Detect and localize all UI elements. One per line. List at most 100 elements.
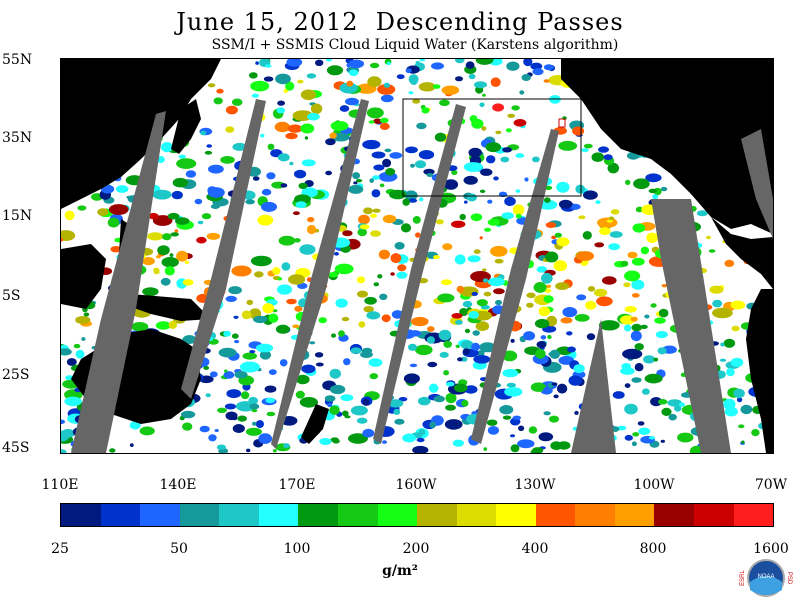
cloud-blob xyxy=(500,156,510,163)
cloud-blob xyxy=(61,430,70,442)
cloud-blob xyxy=(598,320,620,331)
cloud-blob xyxy=(217,407,227,413)
cloud-blob xyxy=(418,82,436,92)
cloud-blob xyxy=(255,343,274,353)
cloud-blob xyxy=(736,397,743,403)
cloud-blob xyxy=(583,190,598,200)
cloud-blob xyxy=(519,90,525,95)
cloud-blob xyxy=(538,306,551,317)
cloud-blob xyxy=(348,184,364,194)
cloud-blob xyxy=(677,432,694,443)
cloud-blob xyxy=(455,76,463,82)
cloud-blob xyxy=(560,317,573,324)
cloud-blob xyxy=(706,235,711,240)
cloud-blob xyxy=(457,357,463,362)
cloud-blob xyxy=(511,105,520,111)
cloud-blob xyxy=(624,383,631,388)
cloud-blob xyxy=(264,64,272,68)
cloud-blob xyxy=(487,218,500,226)
cloud-blob xyxy=(277,277,283,281)
cloud-blob xyxy=(510,338,515,343)
cloud-blob xyxy=(423,168,435,175)
cloud-blob xyxy=(650,397,663,407)
cloud-blob xyxy=(294,305,303,312)
colorbar-segment xyxy=(614,504,655,526)
cloud-blob xyxy=(621,363,632,370)
cloud-blob xyxy=(292,324,300,329)
cloud-blob xyxy=(536,266,548,273)
cloud-blob xyxy=(300,123,315,134)
cloud-blob xyxy=(475,321,490,332)
cloud-blob xyxy=(607,162,620,174)
cloud-blob xyxy=(585,300,597,310)
cloud-blob xyxy=(479,189,486,193)
cloud-blob xyxy=(358,214,370,225)
cloud-blob xyxy=(327,402,333,408)
cloud-blob xyxy=(473,355,491,364)
cloud-blob xyxy=(170,232,179,237)
cloud-blob xyxy=(400,223,412,233)
cloud-blob xyxy=(443,179,459,190)
cloud-blob xyxy=(558,199,573,209)
cloud-blob xyxy=(167,212,180,220)
cloud-blob xyxy=(660,186,668,192)
cloud-blob xyxy=(350,405,368,416)
cloud-blob xyxy=(228,286,242,295)
cloud-blob xyxy=(462,300,473,308)
cloud-blob xyxy=(543,386,551,395)
cloud-blob xyxy=(502,368,519,378)
cloud-blob xyxy=(257,214,274,226)
cloud-blob xyxy=(296,374,310,385)
cloud-blob xyxy=(506,61,520,71)
cloud-blob xyxy=(295,390,305,399)
map-title: June 15, 2012 Descending Passes xyxy=(176,8,624,36)
cloud-blob xyxy=(558,140,578,151)
cloud-blob xyxy=(661,284,668,288)
cloud-blob xyxy=(331,333,336,338)
cloud-blob xyxy=(740,404,753,415)
cloud-blob xyxy=(513,119,527,127)
cloud-blob xyxy=(624,270,641,282)
cloud-blob xyxy=(660,439,665,443)
cloud-blob xyxy=(373,282,380,287)
cloud-blob xyxy=(369,373,379,380)
cloud-blob xyxy=(486,155,496,164)
cloud-blob xyxy=(473,249,481,254)
cloud-blob xyxy=(456,285,464,293)
cloud-blob xyxy=(733,388,745,399)
cloud-blob xyxy=(385,168,396,176)
cloud-blob xyxy=(603,154,613,161)
cloud-blob xyxy=(304,136,309,140)
cloud-blob xyxy=(168,320,177,329)
cloud-blob xyxy=(505,128,512,133)
cloud-blob xyxy=(631,377,642,383)
cloud-blob xyxy=(263,76,274,82)
cloud-blob xyxy=(426,336,435,344)
colorbar xyxy=(60,503,774,527)
cloud-blob xyxy=(139,426,155,436)
cloud-blob xyxy=(655,331,668,339)
cloud-blob xyxy=(464,385,478,394)
lat-label-25s: 25S xyxy=(2,367,30,383)
cloud-blob xyxy=(506,382,516,388)
cloud-blob xyxy=(412,445,429,453)
cloud-blob xyxy=(483,291,492,297)
cloud-blob xyxy=(594,242,605,248)
cloud-blob xyxy=(412,99,421,104)
cloud-blob xyxy=(197,220,204,225)
cloud-blob xyxy=(260,133,265,138)
cloud-blob xyxy=(147,232,164,241)
cloud-blob xyxy=(176,158,197,169)
cloud-blob xyxy=(97,208,109,216)
cloud-blob xyxy=(479,236,483,240)
cloud-blob xyxy=(201,213,212,220)
cloud-blob xyxy=(272,449,277,453)
cloud-blob xyxy=(445,381,455,387)
cloud-blob xyxy=(414,160,427,169)
cloud-liquid-water-map xyxy=(60,58,774,454)
cloud-blob xyxy=(334,252,339,256)
cloud-blob xyxy=(405,146,418,154)
cloud-blob xyxy=(182,422,193,431)
cloud-blob xyxy=(309,341,316,345)
colorbar-label-50: 50 xyxy=(170,541,188,557)
